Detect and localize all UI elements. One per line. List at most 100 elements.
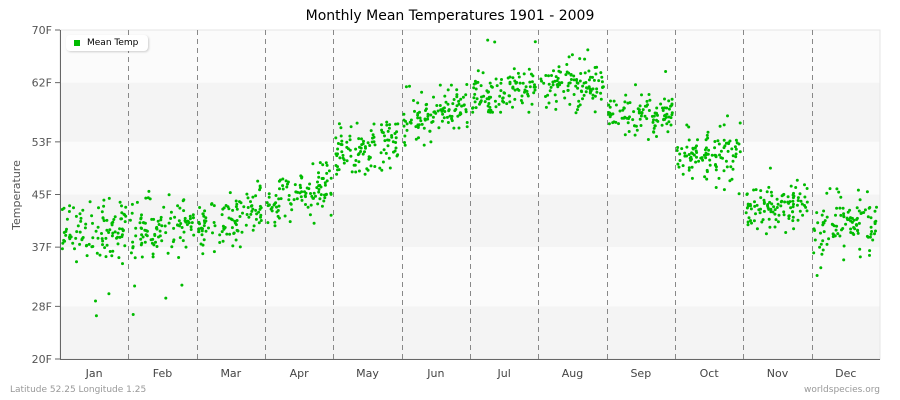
data-point <box>542 81 546 85</box>
data-point <box>416 116 420 120</box>
data-point <box>363 150 366 154</box>
data-point <box>681 172 685 176</box>
data-point <box>111 220 115 224</box>
data-point <box>150 241 154 245</box>
data-point <box>474 106 478 110</box>
data-point <box>652 130 656 134</box>
data-point <box>234 199 238 203</box>
data-point <box>759 189 763 193</box>
data-point <box>317 175 321 179</box>
data-point <box>147 189 151 193</box>
data-point <box>449 83 453 87</box>
data-point <box>176 204 180 208</box>
data-point <box>690 151 694 155</box>
data-point <box>251 207 255 211</box>
data-point <box>855 206 859 210</box>
data-point <box>323 183 327 187</box>
data-point <box>855 218 859 221</box>
data-point <box>335 154 339 158</box>
data-point <box>818 245 822 249</box>
data-point <box>446 88 450 92</box>
x-tick-label: Aug <box>562 367 583 380</box>
data-point <box>334 136 338 140</box>
data-point <box>134 234 138 238</box>
data-point <box>455 93 459 97</box>
data-point <box>708 158 712 162</box>
data-point <box>164 296 168 300</box>
data-point <box>776 220 780 224</box>
data-point <box>435 104 439 107</box>
data-point <box>64 233 68 237</box>
data-point <box>481 71 485 75</box>
data-point <box>81 236 85 239</box>
data-point <box>101 239 105 243</box>
data-point <box>572 78 576 82</box>
data-point <box>705 133 709 137</box>
data-point <box>379 151 383 155</box>
data-point <box>569 78 573 81</box>
data-point <box>488 81 492 85</box>
data-point <box>528 80 532 84</box>
data-point <box>221 239 225 243</box>
data-point <box>455 95 459 99</box>
data-point <box>754 212 757 216</box>
data-point <box>516 87 520 91</box>
data-point <box>858 247 862 251</box>
data-point <box>116 242 120 246</box>
data-point <box>78 242 82 246</box>
data-point <box>548 89 552 93</box>
data-point <box>277 197 281 201</box>
data-point <box>556 76 560 80</box>
data-point <box>822 230 826 234</box>
data-point <box>201 243 205 247</box>
data-point <box>499 89 503 93</box>
data-point <box>251 195 255 199</box>
data-point <box>726 149 730 153</box>
data-point <box>273 202 277 206</box>
data-point <box>746 220 750 224</box>
data-point <box>113 215 117 219</box>
data-point <box>289 202 293 206</box>
data-point <box>744 211 748 215</box>
data-point <box>494 77 498 81</box>
data-point <box>777 213 781 217</box>
data-point <box>856 188 860 192</box>
data-point <box>608 105 612 109</box>
data-point <box>131 245 135 249</box>
data-point <box>184 245 188 249</box>
data-point <box>768 225 772 229</box>
data-point <box>691 146 695 150</box>
data-point <box>120 204 123 208</box>
data-point <box>796 218 800 222</box>
data-point <box>572 93 576 96</box>
data-point <box>416 113 420 117</box>
data-point <box>247 215 251 219</box>
data-point <box>798 209 802 213</box>
data-point <box>181 239 185 243</box>
data-point <box>687 166 691 170</box>
data-point <box>718 124 722 128</box>
data-point <box>91 221 94 225</box>
data-point <box>197 227 201 231</box>
data-point <box>370 140 374 144</box>
data-point <box>190 221 194 225</box>
data-point <box>554 75 558 79</box>
data-point <box>835 206 839 210</box>
data-point <box>391 140 395 144</box>
data-point <box>587 78 591 82</box>
data-point <box>222 227 226 230</box>
data-point <box>394 146 398 150</box>
data-point <box>547 101 551 105</box>
data-point <box>354 170 358 174</box>
data-point <box>551 83 555 87</box>
data-point <box>641 108 645 112</box>
data-point <box>105 228 109 232</box>
data-point <box>812 251 816 255</box>
data-point <box>759 207 762 211</box>
data-point <box>558 83 562 87</box>
data-point <box>499 110 503 114</box>
data-point <box>770 202 774 206</box>
data-point <box>277 204 281 208</box>
data-point <box>555 83 559 87</box>
data-point <box>278 178 282 182</box>
